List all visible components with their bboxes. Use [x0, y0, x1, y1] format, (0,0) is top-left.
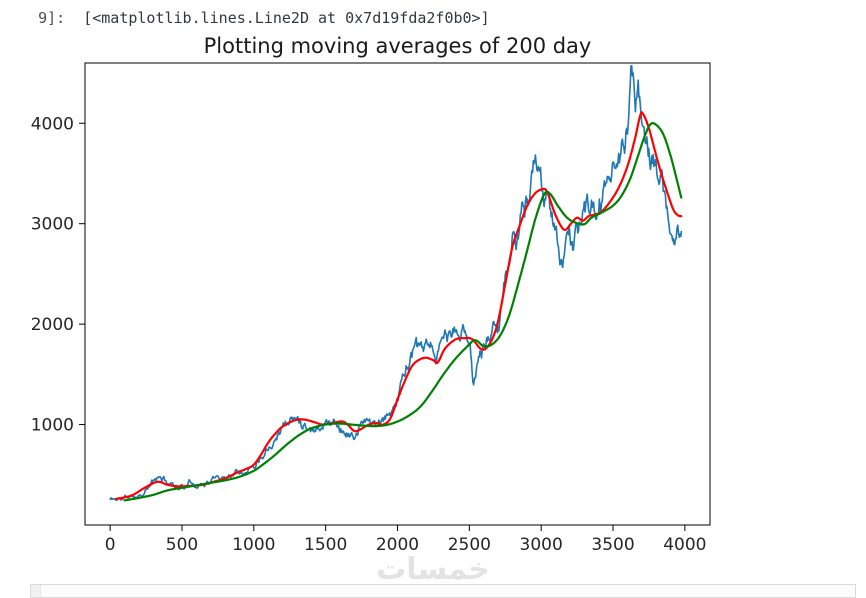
x-tick-label: 1500 — [304, 535, 347, 555]
cell-prompt-strip[interactable] — [31, 585, 41, 597]
chart-canvas: Plotting moving averages of 200 day 0 500 1… — [31, 34, 711, 555]
moving-average-short-line — [114, 111, 683, 500]
code-cell[interactable] — [30, 584, 856, 598]
output-area: 9]: [<matplotlib.lines.Line2D at 0x7d19fd… — [2, 0, 490, 45]
daily-price-line — [109, 64, 683, 501]
x-tick-label: 500 — [166, 535, 198, 555]
y-tick-label: 1000 — [31, 416, 74, 436]
moving-average-200-line — [123, 122, 683, 502]
y-tick-label: 3000 — [31, 215, 74, 235]
khamsat-watermark: خمسات — [376, 552, 490, 587]
x-tick-label: 3500 — [591, 535, 634, 555]
x-tick-label: 1000 — [232, 535, 275, 555]
x-tick-label: 2500 — [448, 535, 491, 555]
x-tick-label: 0 — [105, 535, 116, 555]
y-tick-label: 2000 — [31, 315, 74, 335]
x-tick-label: 4000 — [663, 535, 706, 555]
output-prompt: 9]: — [38, 9, 66, 27]
y-tick-label: 4000 — [31, 114, 74, 134]
chart-title: Plotting moving averages of 200 day — [204, 34, 592, 58]
x-tick-label: 2000 — [376, 535, 419, 555]
axes-frame — [84, 62, 711, 526]
x-tick-label: 3000 — [520, 535, 563, 555]
output-repr-text: [<matplotlib.lines.Line2D at 0x7d19fda2f… — [83, 9, 490, 27]
matplotlib-figure: Plotting moving averages of 200 day 0 500 1… — [31, 34, 711, 555]
